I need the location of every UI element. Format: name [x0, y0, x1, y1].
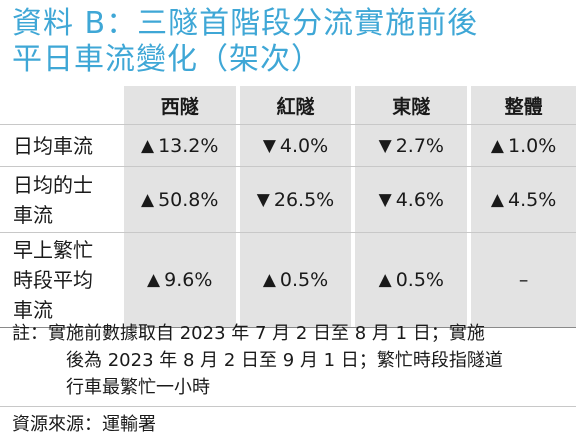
document-title: 資料 B：三隧首階段分流實施前後 平日車流變化（架次） — [12, 6, 478, 78]
row-label: 日均的士 車流 — [0, 167, 119, 232]
table-row: 日均車流 ▲ 13.2% ▼ 4.0% ▼ 2.7% ▲ 1.0% — [0, 125, 576, 167]
value-text: 4.6% — [395, 188, 444, 211]
value-cell: ▼ 4.6% — [355, 167, 468, 232]
value-text: 26.5% — [273, 188, 335, 211]
up-triangle-icon: ▲ — [140, 135, 155, 156]
value-cell: ▲ 13.2% — [123, 125, 236, 166]
down-triangle-icon: ▼ — [378, 135, 392, 156]
up-triangle-icon: ▲ — [262, 270, 276, 290]
value-text: 9.6% — [164, 269, 213, 291]
source-note: 資源來源：運輸署 — [12, 414, 156, 435]
table-row: 早上繁忙 時段平均 車流 ▲ 9.6% ▲ 0.5% ▲ 0.5% – — [0, 233, 576, 328]
footnote-line-1: 註：實施前數據取自 2023 年 7 月 2 日至 8 月 1 日；實施 — [12, 320, 568, 347]
up-triangle-icon: ▲ — [140, 189, 155, 210]
value-text: 0.5% — [395, 269, 444, 291]
value-cell: ▲ 9.6% — [123, 233, 236, 327]
value-text: 50.8% — [158, 188, 219, 211]
value-cell: ▲ 4.5% — [471, 167, 576, 232]
footnote-text: 實施前數據取自 2023 年 7 月 2 日至 8 月 1 日；實施 — [48, 323, 485, 344]
column-header: 東隧 — [355, 86, 468, 124]
value-cell: ▼ 26.5% — [239, 167, 352, 232]
value-cell: ▲ 1.0% — [471, 125, 576, 166]
footnote-line-3: 行車最繁忙一小時 — [66, 377, 210, 398]
value-text: 4.0% — [279, 134, 329, 157]
down-triangle-icon: ▼ — [262, 135, 276, 156]
down-triangle-icon: ▼ — [378, 189, 392, 210]
value-text: 4.5% — [508, 188, 557, 211]
row-label: 早上繁忙 時段平均 車流 — [0, 233, 119, 327]
value-text: 2.7% — [395, 134, 444, 157]
value-cell: ▲ 50.8% — [123, 167, 236, 232]
column-header: 紅隧 — [239, 86, 352, 124]
value-text: 13.2% — [158, 134, 219, 157]
up-triangle-icon: ▲ — [147, 270, 161, 290]
column-header: 整體 — [471, 86, 576, 124]
up-triangle-icon: ▲ — [378, 270, 392, 290]
footnote-prefix: 註： — [12, 323, 48, 344]
value-cell: ▲ 0.5% — [239, 233, 352, 327]
value-cell: ▼ 4.0% — [239, 125, 352, 166]
value-cell: ▼ 2.7% — [355, 125, 468, 166]
table-header-row: 西隧 紅隧 東隧 整體 — [0, 86, 576, 125]
title-line-2: 平日車流變化（架次） — [12, 42, 322, 77]
down-triangle-icon: ▼ — [256, 189, 270, 210]
column-header: 西隧 — [123, 86, 236, 124]
value-text: – — [518, 269, 529, 291]
table-row: 日均的士 車流 ▲ 50.8% ▼ 26.5% ▼ 4.6% ▲ 4.5% — [0, 167, 576, 233]
value-cell: ▲ 0.5% — [355, 233, 468, 327]
divider — [0, 406, 576, 407]
value-cell: – — [471, 233, 576, 327]
footnote-line-2: 後為 2023 年 8 月 2 日至 9 月 1 日；繁忙時段指隧道 — [66, 350, 503, 371]
header-corner — [0, 86, 119, 124]
up-triangle-icon: ▲ — [490, 189, 504, 210]
data-table: 西隧 紅隧 東隧 整體 日均車流 ▲ 13.2% ▼ 4.0% ▼ 2.7% ▲ 1.0… — [0, 86, 576, 328]
value-text: 0.5% — [279, 269, 329, 291]
row-label: 日均車流 — [0, 125, 119, 166]
title-line-1: 資料 B：三隧首階段分流實施前後 — [12, 6, 479, 41]
value-text: 1.0% — [508, 134, 557, 157]
up-triangle-icon: ▲ — [490, 135, 504, 156]
footnote: 註：實施前數據取自 2023 年 7 月 2 日至 8 月 1 日；實施 後為 … — [12, 320, 568, 401]
